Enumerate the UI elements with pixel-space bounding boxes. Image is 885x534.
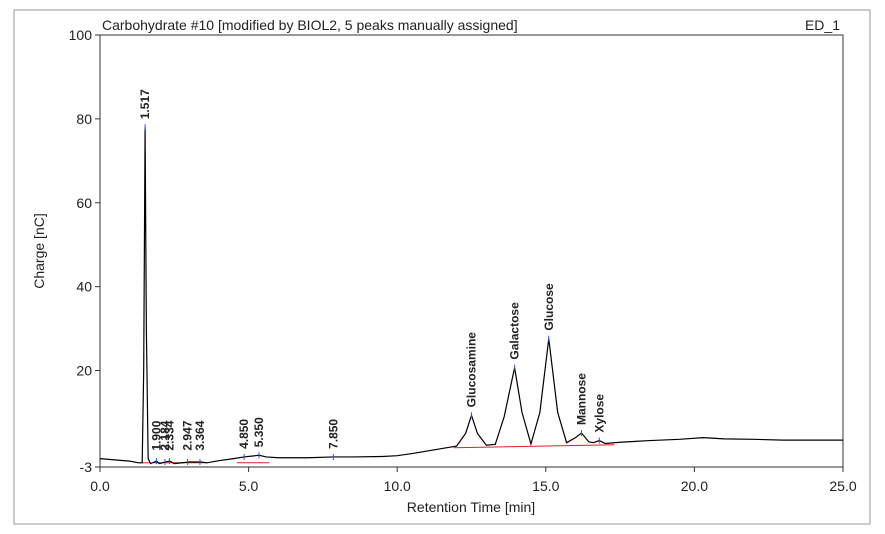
x-tick-label: 25.0 (829, 478, 856, 494)
y-tick-label: -3 (80, 459, 93, 475)
frame (13, 9, 871, 525)
y-tick-label: 20 (76, 363, 92, 379)
peak-label: 1.517 (138, 89, 152, 119)
peak-label: Xylose (592, 394, 606, 433)
peak-label: Glucosamine (465, 332, 479, 408)
peak-label: 2.184 (158, 420, 172, 450)
peak-label: 4.850 (237, 419, 251, 449)
y-tick-label: 40 (76, 279, 92, 295)
peak-label: 2.947 (181, 420, 195, 450)
x-tick-label: 0.0 (90, 478, 110, 494)
peak-label: 7.850 (326, 419, 340, 449)
peak-label: 5.350 (252, 417, 266, 447)
x-tick-label: 15.0 (532, 478, 559, 494)
peak-label: Mannose (574, 373, 588, 425)
peak-label: 2.334 (162, 420, 176, 450)
chart-title: Carbohydrate #10 [modified by BIOL2, 5 p… (102, 17, 518, 33)
x-tick-label: 10.0 (384, 478, 411, 494)
y-axis-label: Charge [nC] (31, 213, 47, 288)
peak-label: Galactose (508, 302, 522, 360)
peak-label: 1.900 (149, 420, 163, 450)
x-tick-label: 5.0 (239, 478, 259, 494)
peak-label: Glucose (542, 283, 556, 331)
x-axis-label: Retention Time [min] (407, 499, 535, 515)
integration-baseline (453, 444, 615, 449)
plot-area (99, 34, 844, 468)
peak-label: 3.364 (193, 420, 207, 450)
x-tick-label: 20.0 (681, 478, 708, 494)
y-tick-label: 100 (69, 27, 93, 43)
channel-label: ED_1 (805, 17, 840, 33)
y-tick-label: 80 (76, 111, 92, 127)
y-tick-label: 60 (76, 195, 92, 211)
